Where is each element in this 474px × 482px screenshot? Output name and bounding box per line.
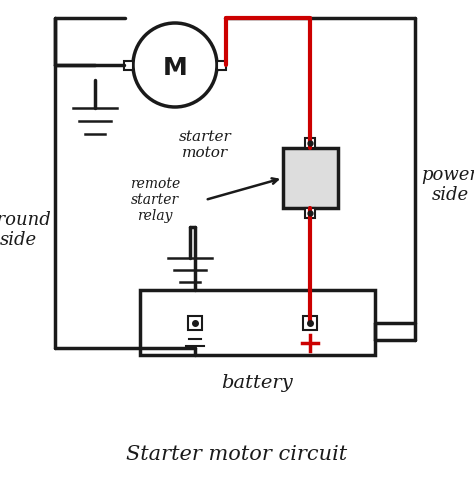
Text: starter
motor: starter motor — [179, 130, 231, 160]
Text: ground
side: ground side — [0, 211, 51, 249]
Bar — [283, 148, 338, 208]
Text: battery: battery — [222, 374, 293, 392]
Bar — [306, 208, 316, 218]
Bar — [303, 316, 317, 330]
Bar — [124, 61, 133, 69]
Bar — [140, 290, 375, 355]
Text: M: M — [163, 56, 187, 80]
Text: power
side: power side — [421, 166, 474, 204]
Bar — [217, 61, 226, 69]
Bar — [188, 316, 202, 330]
Text: remote
starter
relay: remote starter relay — [130, 177, 180, 223]
Text: Starter motor circuit: Starter motor circuit — [127, 444, 347, 464]
Bar — [306, 138, 316, 148]
